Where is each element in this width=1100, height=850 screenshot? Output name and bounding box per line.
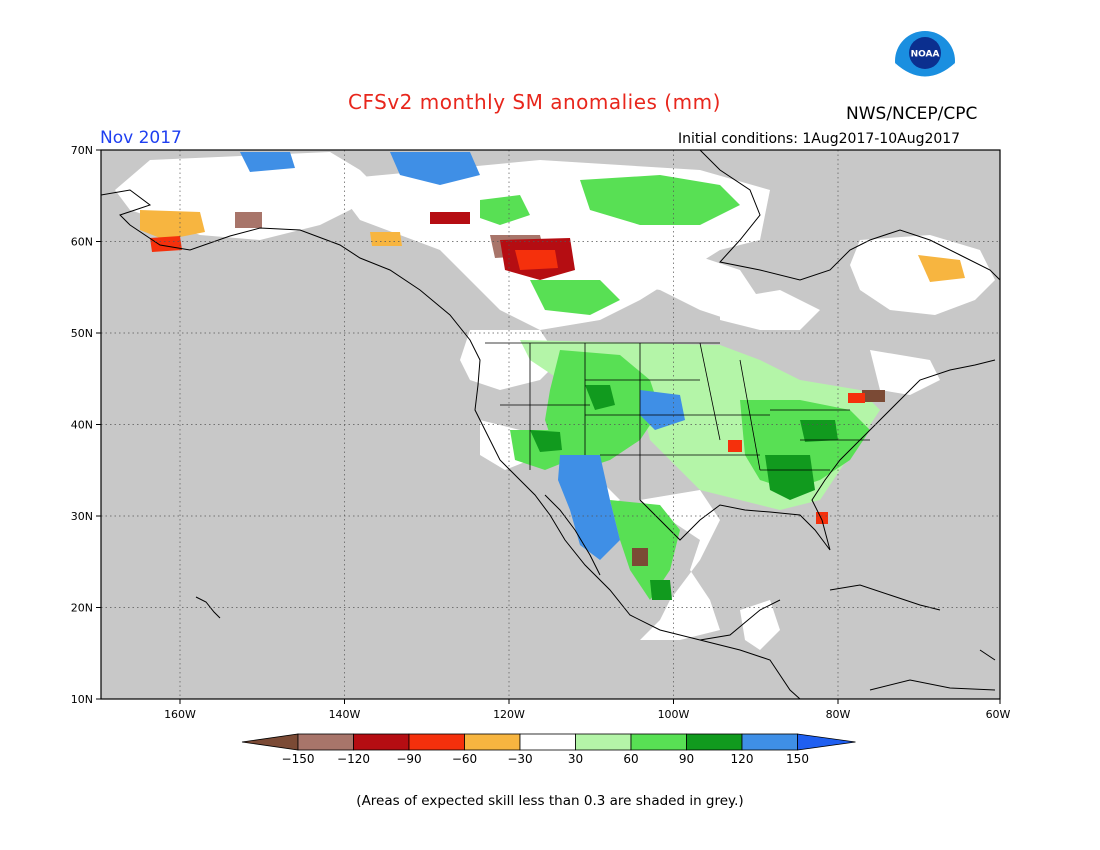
graticule	[101, 150, 1000, 699]
colorbar-segment	[575, 733, 632, 751]
colorbar-segment	[741, 733, 798, 751]
colorbar-segment	[519, 733, 576, 751]
skill-note: (Areas of expected skill less than 0.3 a…	[356, 793, 744, 809]
colorbar-segment	[686, 733, 743, 751]
colorbar-tick-label: −60	[452, 752, 477, 766]
state-borders	[485, 342, 870, 500]
lon-label: 160W	[164, 708, 196, 721]
lat-label: 20N	[71, 602, 93, 615]
colorbar-tick-label: 90	[679, 752, 694, 766]
colorbar-segment	[353, 733, 410, 751]
chart-title: CFSv2 monthly SM anomalies (mm)	[348, 90, 721, 114]
agency-label: NWS/NCEP/CPC	[846, 104, 978, 124]
lat-label: 40N	[71, 419, 93, 432]
lon-label: 120W	[493, 708, 525, 721]
lat-label: 10N	[71, 693, 93, 706]
coastlines	[101, 150, 1000, 699]
lon-label: 140W	[329, 708, 361, 721]
colorbar-arrow-right	[797, 733, 856, 751]
initial-conditions: Initial conditions: 1Aug2017-10Aug2017	[678, 131, 961, 147]
lon-axis: 160W 140W 120W 100W 80W 60W	[164, 699, 1011, 721]
colorbar-arrow-left	[241, 733, 299, 751]
logo-text: NOAA	[911, 50, 940, 60]
colorbar-segment	[630, 733, 687, 751]
colorbar-segment	[408, 733, 465, 751]
lat-label: 60N	[71, 236, 93, 249]
lat-label: 70N	[71, 144, 93, 157]
colorbar-tick-label: 30	[568, 752, 583, 766]
map-area	[101, 150, 1000, 699]
noaa-logo: NOAA	[894, 30, 956, 93]
lat-axis: 70N 60N 50N 40N 30N 20N 10N	[71, 144, 101, 706]
dry-anomaly-regions	[140, 210, 965, 566]
colorbar-tick-label: 120	[731, 752, 754, 766]
lat-label: 30N	[71, 510, 93, 523]
colorbar-tick-label: 60	[623, 752, 638, 766]
lon-label: 80W	[826, 708, 851, 721]
lon-label: 60W	[986, 708, 1011, 721]
colorbar-tick-label: 150	[786, 752, 809, 766]
colorbar-tick-label: −30	[507, 752, 532, 766]
colorbar-segment	[297, 733, 354, 751]
colorbar-tick-label: −120	[337, 752, 370, 766]
colorbar-tick-label: −90	[396, 752, 421, 766]
lat-label: 50N	[71, 327, 93, 340]
forecast-month: Nov 2017	[100, 128, 182, 148]
colorbar: −150 −120 −90 −60 −30 30 60 90 120 150	[241, 733, 856, 766]
lon-label: 100W	[658, 708, 690, 721]
colorbar-tick-label: −150	[282, 752, 315, 766]
colorbar-segment	[464, 733, 521, 751]
